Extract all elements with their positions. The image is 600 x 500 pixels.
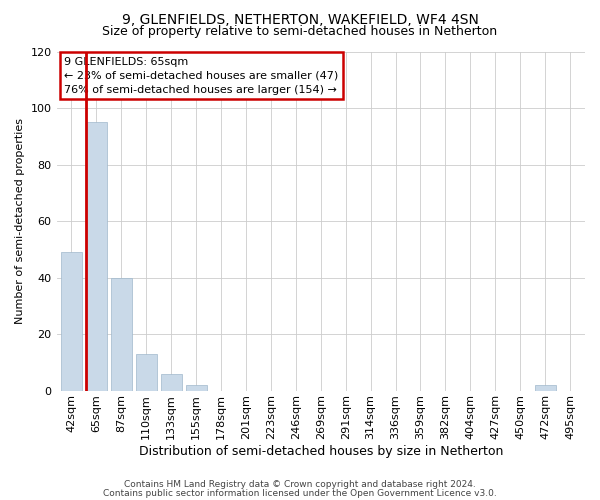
Text: Contains public sector information licensed under the Open Government Licence v3: Contains public sector information licen… bbox=[103, 488, 497, 498]
Bar bbox=[111, 278, 132, 391]
Text: Size of property relative to semi-detached houses in Netherton: Size of property relative to semi-detach… bbox=[103, 25, 497, 38]
Bar bbox=[535, 386, 556, 391]
Bar bbox=[61, 252, 82, 391]
Bar bbox=[185, 386, 207, 391]
Y-axis label: Number of semi-detached properties: Number of semi-detached properties bbox=[15, 118, 25, 324]
Bar bbox=[86, 122, 107, 391]
X-axis label: Distribution of semi-detached houses by size in Netherton: Distribution of semi-detached houses by … bbox=[139, 444, 503, 458]
Text: 9, GLENFIELDS, NETHERTON, WAKEFIELD, WF4 4SN: 9, GLENFIELDS, NETHERTON, WAKEFIELD, WF4… bbox=[122, 12, 478, 26]
Text: 9 GLENFIELDS: 65sqm
← 23% of semi-detached houses are smaller (47)
76% of semi-d: 9 GLENFIELDS: 65sqm ← 23% of semi-detach… bbox=[64, 56, 339, 94]
Bar bbox=[136, 354, 157, 391]
Text: Contains HM Land Registry data © Crown copyright and database right 2024.: Contains HM Land Registry data © Crown c… bbox=[124, 480, 476, 489]
Bar bbox=[161, 374, 182, 391]
